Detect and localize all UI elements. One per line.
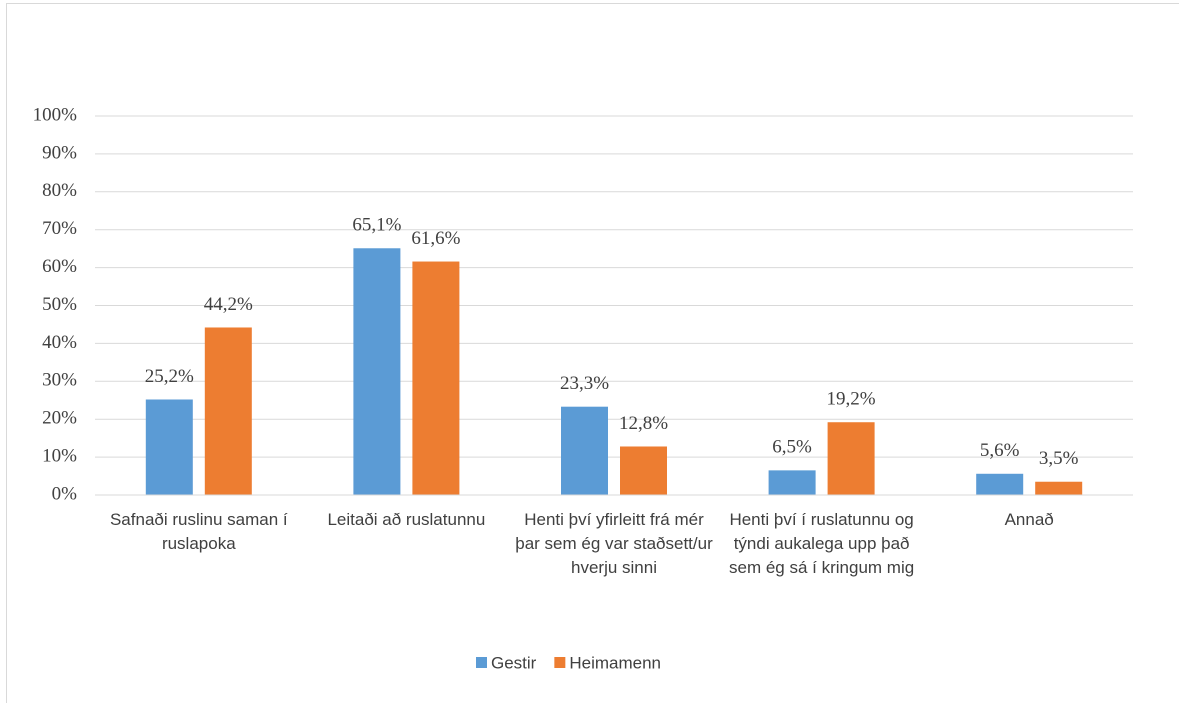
- data-label: 12,8%: [619, 413, 668, 434]
- data-label: 3,5%: [1039, 448, 1079, 469]
- chart-border: [6, 3, 1179, 703]
- y-tick-label: 100%: [33, 104, 78, 125]
- bar: [204, 327, 252, 495]
- bar: [145, 399, 193, 495]
- y-tick-label: 40%: [42, 332, 77, 353]
- bar: [620, 446, 667, 495]
- x-tick-label: Leitaði að ruslatunnu: [327, 510, 486, 529]
- data-label: 19,2%: [827, 389, 876, 410]
- x-tick-label: Henti því í ruslatunnu og týndi aukalega…: [729, 510, 915, 577]
- y-tick-label: 70%: [42, 218, 77, 239]
- bar: [1035, 481, 1083, 495]
- legend-label: Heimamenn: [569, 653, 661, 672]
- data-label: 61,6%: [411, 228, 460, 249]
- bar: [976, 473, 1024, 495]
- y-tick-label: 60%: [42, 256, 77, 277]
- y-tick-label: 90%: [42, 142, 77, 163]
- data-label: 23,3%: [560, 373, 609, 394]
- data-label: 6,5%: [772, 437, 812, 458]
- data-label: 25,2%: [145, 366, 194, 387]
- y-tick-label: 20%: [42, 408, 77, 429]
- y-tick-label: 30%: [42, 370, 77, 391]
- legend-label: Gestir: [491, 653, 537, 672]
- x-tick-label: Henti því yfirleitt frá mér þar sem ég v…: [515, 510, 713, 577]
- y-tick-label: 50%: [42, 294, 77, 315]
- bar: [412, 261, 460, 495]
- y-tick-label: 80%: [42, 180, 77, 201]
- x-tick-label: Safnaði ruslinu saman í ruslapoka: [109, 510, 288, 553]
- bar: [827, 422, 875, 495]
- data-label: 5,6%: [980, 440, 1020, 461]
- data-label: 65,1%: [352, 215, 401, 236]
- legend-swatch: [476, 657, 487, 668]
- legend-swatch: [554, 657, 566, 668]
- x-tick-label: Annað: [1004, 510, 1054, 529]
- data-label: 44,2%: [204, 294, 253, 315]
- bar: [561, 406, 608, 495]
- bar: [353, 248, 401, 495]
- bar: [768, 470, 816, 495]
- y-tick-label: 10%: [42, 445, 77, 466]
- y-tick-label: 0%: [52, 483, 78, 504]
